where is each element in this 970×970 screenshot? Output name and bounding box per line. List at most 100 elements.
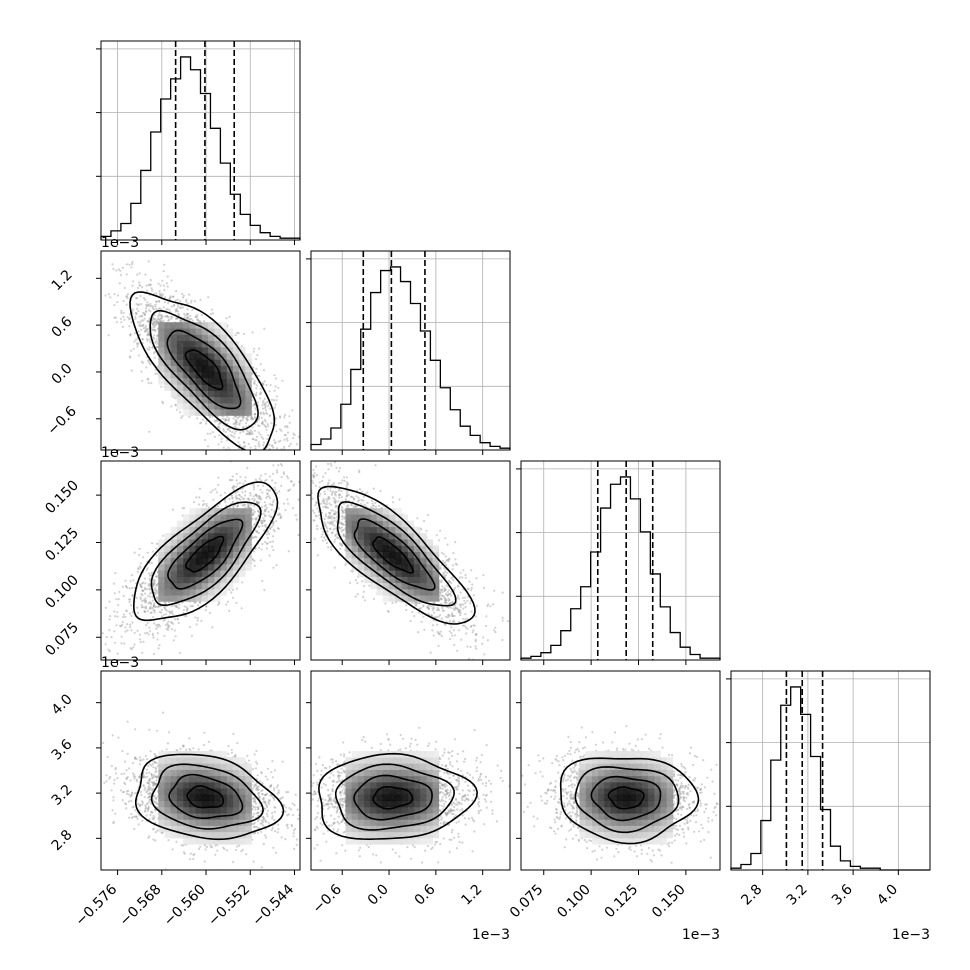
sample-point	[234, 430, 237, 433]
density-cell	[220, 365, 227, 373]
sample-point	[109, 296, 112, 299]
sample-point	[170, 611, 173, 614]
sample-point	[150, 611, 153, 614]
density-cell	[189, 396, 196, 404]
sample-point	[295, 465, 297, 467]
sample-point	[262, 512, 265, 515]
sample-point	[176, 605, 179, 609]
density-cell	[226, 390, 234, 398]
sample-point	[179, 320, 183, 323]
sample-point	[255, 530, 258, 533]
sample-point	[168, 297, 171, 300]
sample-point	[238, 497, 241, 500]
sample-point	[252, 513, 255, 516]
sample-point	[275, 395, 278, 398]
density-cell	[158, 365, 165, 373]
sample-point	[140, 370, 143, 373]
density-cell	[189, 384, 196, 391]
sample-point	[171, 610, 174, 613]
sample-point	[147, 381, 150, 384]
sample-point	[257, 424, 260, 427]
sample-point	[179, 300, 182, 303]
density-cell	[232, 359, 240, 366]
sample-point	[224, 500, 227, 503]
sample-point	[145, 328, 148, 331]
sample-point	[254, 535, 257, 538]
sample-point	[129, 333, 132, 336]
sample-point	[254, 445, 257, 448]
sample-point	[160, 295, 163, 298]
sample-point	[259, 496, 262, 499]
sample-point	[145, 588, 148, 591]
sample-point	[253, 347, 256, 350]
sample-point	[156, 606, 160, 609]
sample-point	[151, 319, 154, 322]
sample-point	[144, 298, 147, 301]
sample-point	[165, 282, 168, 285]
sample-point	[140, 360, 143, 363]
sample-point	[130, 321, 133, 324]
sample-point	[130, 586, 134, 590]
sample-point	[150, 591, 153, 594]
sample-point	[155, 589, 158, 593]
sample-point	[273, 389, 276, 392]
density-cell	[189, 328, 196, 335]
sample-point	[175, 307, 178, 311]
sample-point	[146, 338, 149, 341]
sample-point	[243, 441, 246, 444]
density-cell	[239, 347, 246, 354]
sample-point	[143, 314, 146, 317]
sample-point	[284, 434, 287, 437]
sample-point	[247, 504, 250, 507]
density-cell	[208, 384, 215, 391]
sample-point	[153, 318, 156, 321]
sample-point	[158, 318, 162, 322]
x-tick-label: 3.2	[784, 882, 811, 909]
density-cell	[239, 378, 246, 385]
sample-point	[268, 466, 270, 468]
sample-point	[168, 612, 172, 615]
density-cell	[214, 390, 221, 398]
sample-point	[250, 432, 253, 436]
sample-point	[152, 323, 155, 327]
sample-point	[268, 407, 271, 410]
sample-point	[178, 603, 181, 606]
sample-point	[125, 263, 129, 266]
sample-point	[112, 582, 115, 585]
sample-point	[246, 418, 249, 421]
sample-point	[147, 358, 150, 362]
sample-point	[164, 601, 167, 605]
sample-point	[233, 425, 236, 428]
sample-point	[149, 595, 152, 598]
sample-point	[227, 428, 230, 431]
density-cell	[226, 403, 234, 410]
sample-point	[231, 435, 234, 438]
sample-point	[120, 321, 123, 324]
sample-point	[284, 413, 287, 417]
sample-point	[247, 442, 250, 446]
sample-point	[120, 311, 123, 315]
sample-point	[167, 601, 171, 604]
sample-point	[153, 652, 156, 656]
sample-point	[130, 648, 133, 651]
sample-point	[226, 415, 229, 418]
sample-point	[147, 320, 151, 323]
sample-point	[283, 416, 286, 419]
sample-point	[130, 629, 133, 632]
sample-point	[257, 454, 259, 456]
sample-point	[258, 445, 261, 448]
density-cell	[195, 353, 203, 360]
sample-point	[264, 479, 267, 482]
sample-point	[258, 374, 261, 377]
density-cell	[239, 403, 246, 410]
sample-point	[254, 417, 257, 420]
sample-point	[211, 489, 214, 492]
sample-point	[275, 430, 278, 433]
sample-point	[131, 594, 134, 597]
density-cell	[195, 347, 203, 354]
sample-point	[182, 294, 185, 297]
sample-point	[151, 305, 155, 308]
sample-point	[241, 418, 244, 421]
sample-point	[253, 523, 256, 526]
density-cell	[220, 353, 227, 360]
